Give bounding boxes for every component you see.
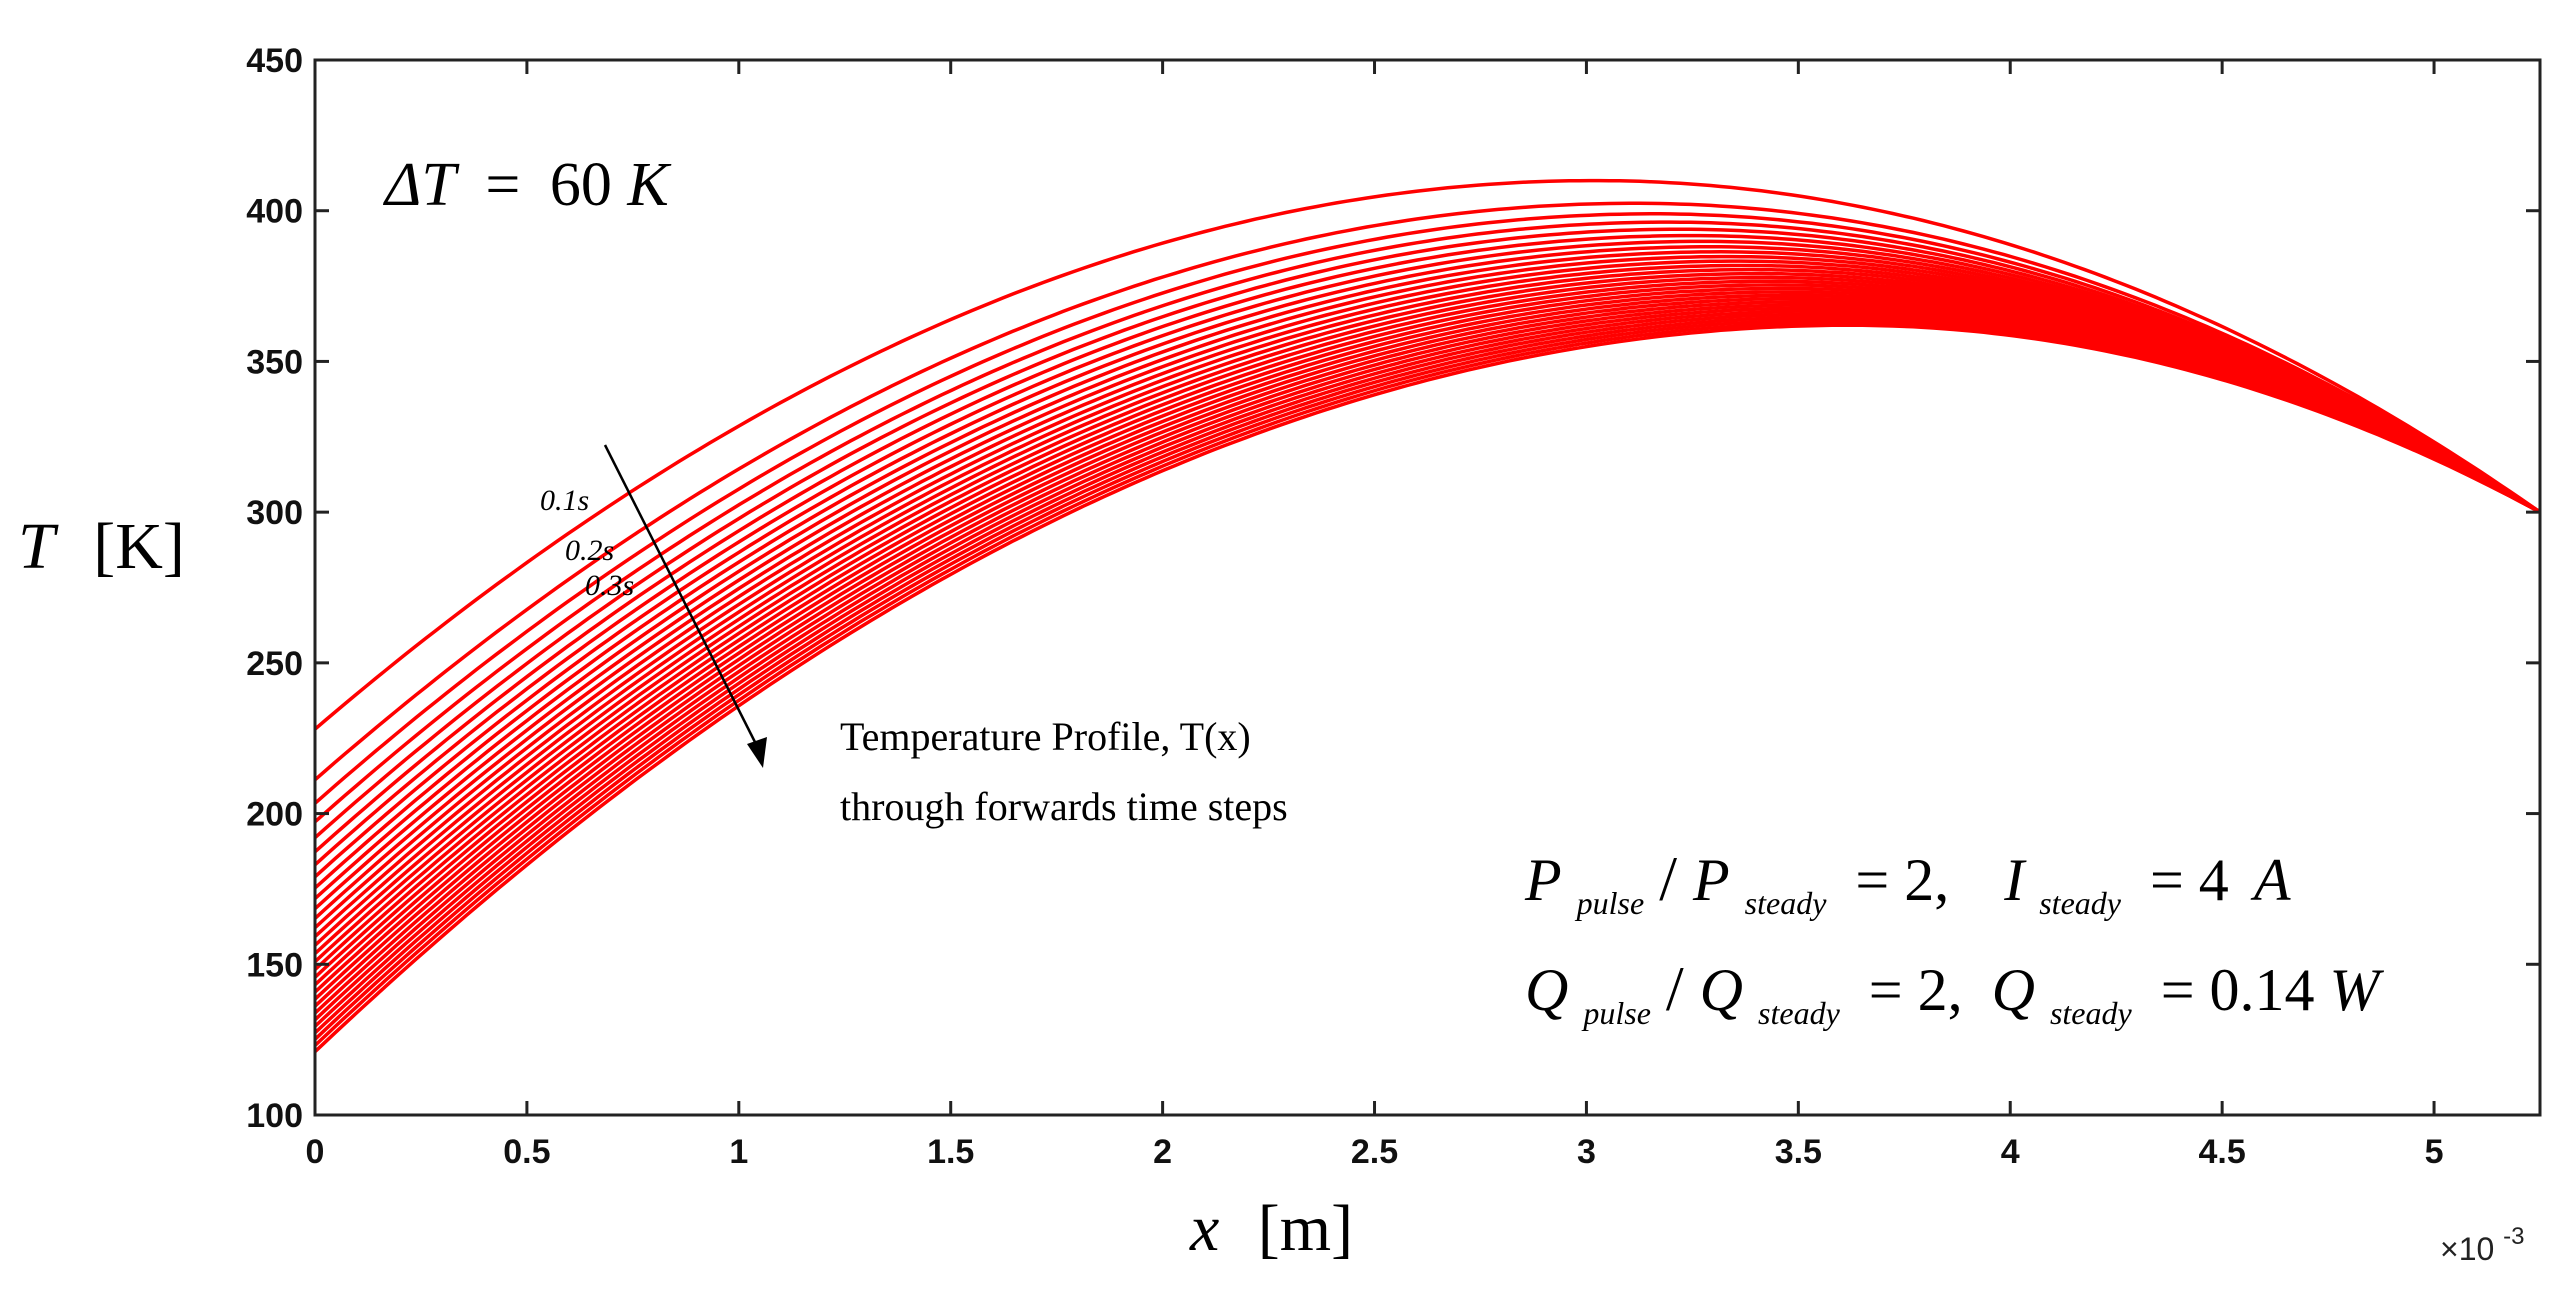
equation-power-current: P pulse / P steady = 2, I steady = 4 A [1524,843,2291,927]
eq1-p2: P [1692,847,1730,913]
y-tick-label: 150 [246,946,303,984]
delta-t-lhs: ΔT [382,151,460,219]
time-label-1: 0.2s [565,534,614,567]
delta-t-annotation: ΔT = 60 K [382,151,672,219]
temperature-profile-line-7 [313,245,2541,879]
y-tick-label: 450 [246,42,303,80]
time-step-arrow-head [747,737,767,768]
x-tick-label: 3.5 [1775,1133,1822,1171]
temperature-profile-line-8 [313,250,2541,890]
x-exponent-label: ×10 -3 [2440,1223,2525,1267]
temperature-profile-line-5 [313,233,2541,854]
eq1-p: P [1524,847,1562,913]
y-tick-label: 300 [246,494,303,532]
x-exponent-base: ×10 [2440,1231,2494,1267]
series-layer [313,178,2541,1053]
profile-text-line1: Temperature Profile, T(x) [840,714,1251,759]
time-step-arrow-line [603,444,762,753]
eq2-q-sub: steady [2050,995,2133,1031]
time-label-2: 0.3s [585,569,634,602]
eq1-i-val: = 4 [2150,847,2229,913]
eq1-ratio: = 2, [1855,847,1949,913]
y-tick-label: 400 [246,193,303,231]
temperature-profile-line-6 [313,239,2541,867]
eq2-q-val: = 0.14 [2161,957,2315,1023]
equation-heat: Q pulse / Q steady = 2, Q steady = 0.14 … [1525,953,2385,1037]
temperature-profile-line-1 [313,201,2541,782]
x-tick-label: 5 [2425,1133,2444,1171]
x-exponent-power: -3 [2503,1223,2524,1250]
x-tick-label: 2 [1153,1133,1172,1171]
y-axis-unit: [K] [93,510,185,583]
x-tick-label: 4 [2001,1133,2020,1171]
x-axis-unit: [m] [1258,1192,1353,1265]
eq2-ratio: = 2, [1869,957,1963,1023]
y-axis-label: T [K] [18,510,185,583]
y-tick-label: 250 [246,645,303,683]
temperature-profile-line-2 [313,212,2541,805]
y-tick-label: 350 [246,343,303,381]
y-tick-label: 100 [246,1097,303,1135]
eq1-i-sub: steady [2039,885,2122,921]
eq2-steady: steady [1758,995,1841,1031]
x-tick-label: 1.5 [927,1133,974,1171]
eq2-pulse: pulse [1581,995,1651,1031]
temperature-profile-line-29 [313,323,2541,1053]
y-axis-var: T [18,510,59,583]
x-axis-var: x [1189,1192,1219,1265]
y-tick-label: 200 [246,796,303,834]
delta-t-eq: = [485,151,520,219]
x-tick-label: 1 [729,1133,748,1171]
eq2-q3: Q [1992,957,2035,1023]
temperature-profile-line-10 [313,259,2541,911]
eq2-q2: Q [1700,957,1743,1023]
eq1-steady: steady [1745,885,1828,921]
x-tick-label: 3 [1577,1133,1596,1171]
delta-t-unit: K [626,151,672,219]
time-label-0: 0.1s [540,484,589,517]
temperature-profile-line-0 [313,178,2541,731]
eq2-q-unit: W [2330,957,2385,1023]
temperature-profile-line-4 [313,227,2541,840]
eq1-i-unit: A [2250,847,2291,913]
eq1-pulse: pulse [1575,885,1645,921]
axes-box [313,58,2542,1117]
eq1-i: I [2003,847,2027,913]
x-tick-label: 2.5 [1351,1133,1398,1171]
ticks-layer: 0 0.5 1 1.5 2 2.5 3 3.5 4 4.5 5 100 150 200 250 300 350 4… [246,42,2540,1171]
temperature-profile-line-11 [313,263,2541,920]
temperature-profile-line-3 [313,220,2541,824]
x-axis-label: x [m] [1189,1192,1353,1265]
delta-t-value: 60 [550,151,612,219]
profile-text-line2: through forwards time steps [840,784,1288,829]
x-tick-label: 0.5 [503,1133,550,1171]
eq2-q: Q [1525,957,1568,1023]
x-tick-label: 0 [306,1133,325,1171]
x-tick-label: 4.5 [2199,1133,2246,1171]
